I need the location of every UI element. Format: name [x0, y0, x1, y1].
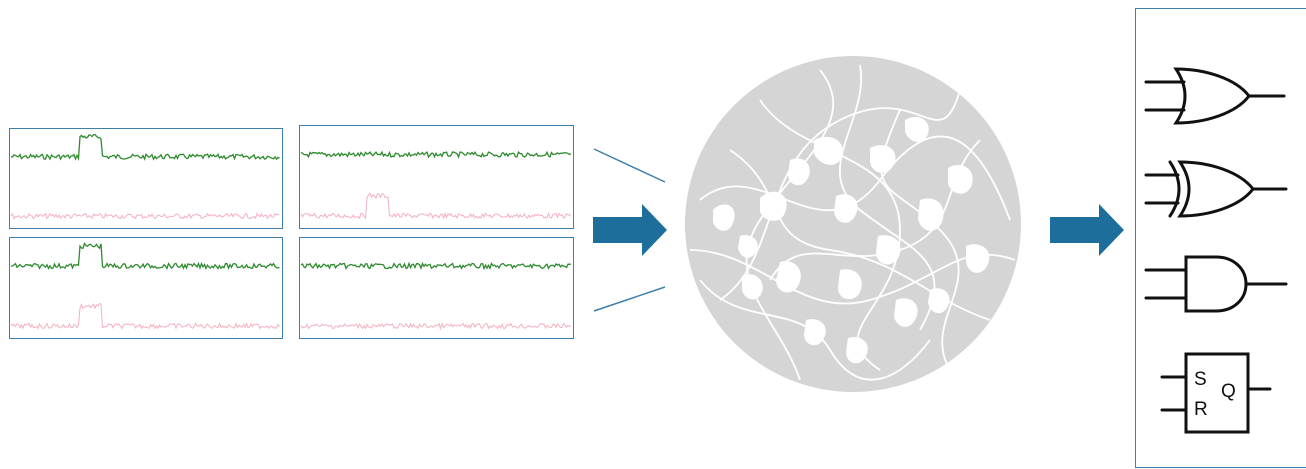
logic-gates-panel: S R Q	[1135, 8, 1306, 468]
latch-q-label: Q	[1221, 381, 1236, 402]
network-curve	[745, 69, 834, 381]
diagram-canvas	[593, 56, 1124, 392]
network-curve	[729, 149, 991, 321]
zoom-line-bottom	[593, 286, 666, 312]
signal-trace-chart	[300, 150, 572, 220]
zoom-line-top	[593, 148, 666, 183]
network-curve	[880, 109, 960, 371]
signal-trace-chart	[10, 133, 280, 220]
latch-r-label: R	[1194, 399, 1208, 420]
network-curve	[839, 64, 936, 331]
green-signal-trace	[300, 261, 572, 271]
network-curve	[769, 139, 981, 281]
sr-latch-icon	[1160, 352, 1272, 434]
and-gate-icon	[1144, 255, 1288, 313]
signal-trace-chart	[10, 242, 280, 330]
disc-hole	[776, 261, 801, 293]
disc-hole	[838, 269, 862, 300]
disc-hole	[846, 337, 868, 364]
or-gate-icon	[1144, 67, 1286, 125]
logic-gates-canvas	[1144, 67, 1288, 434]
pink-signal-trace	[300, 322, 572, 331]
disc-hole	[948, 164, 973, 194]
green-signal-trace	[10, 242, 280, 271]
right-arrow-icon	[593, 204, 667, 256]
disc-hole	[894, 298, 918, 327]
disc-hole	[876, 235, 901, 265]
disc-hole	[814, 136, 843, 165]
pink-signal-trace	[10, 302, 280, 330]
disc-network-curves	[689, 64, 1016, 381]
pink-signal-trace	[300, 192, 572, 220]
signal-panel-top-right	[299, 125, 574, 229]
disc-holes	[713, 116, 990, 364]
disc-hole	[966, 244, 990, 273]
pink-signal-trace	[10, 212, 280, 220]
network-curve	[699, 279, 931, 381]
green-signal-trace	[300, 150, 572, 160]
disc-hole	[788, 158, 810, 186]
network-curve	[719, 89, 961, 301]
signal-panel-bottom-left	[9, 237, 283, 339]
green-signal-trace	[10, 133, 280, 162]
xor-gate-icon	[1144, 160, 1288, 218]
signal-trace-chart	[300, 261, 572, 331]
latch-s-label: S	[1194, 369, 1207, 390]
disc-hole	[713, 204, 735, 231]
signal-panel-bottom-right	[299, 237, 574, 339]
signal-panel-top-left	[9, 128, 283, 229]
disc-hole	[905, 116, 929, 143]
network-curve	[759, 99, 901, 371]
right-arrow-icon	[1050, 204, 1124, 256]
random-network-disc	[685, 56, 1021, 392]
